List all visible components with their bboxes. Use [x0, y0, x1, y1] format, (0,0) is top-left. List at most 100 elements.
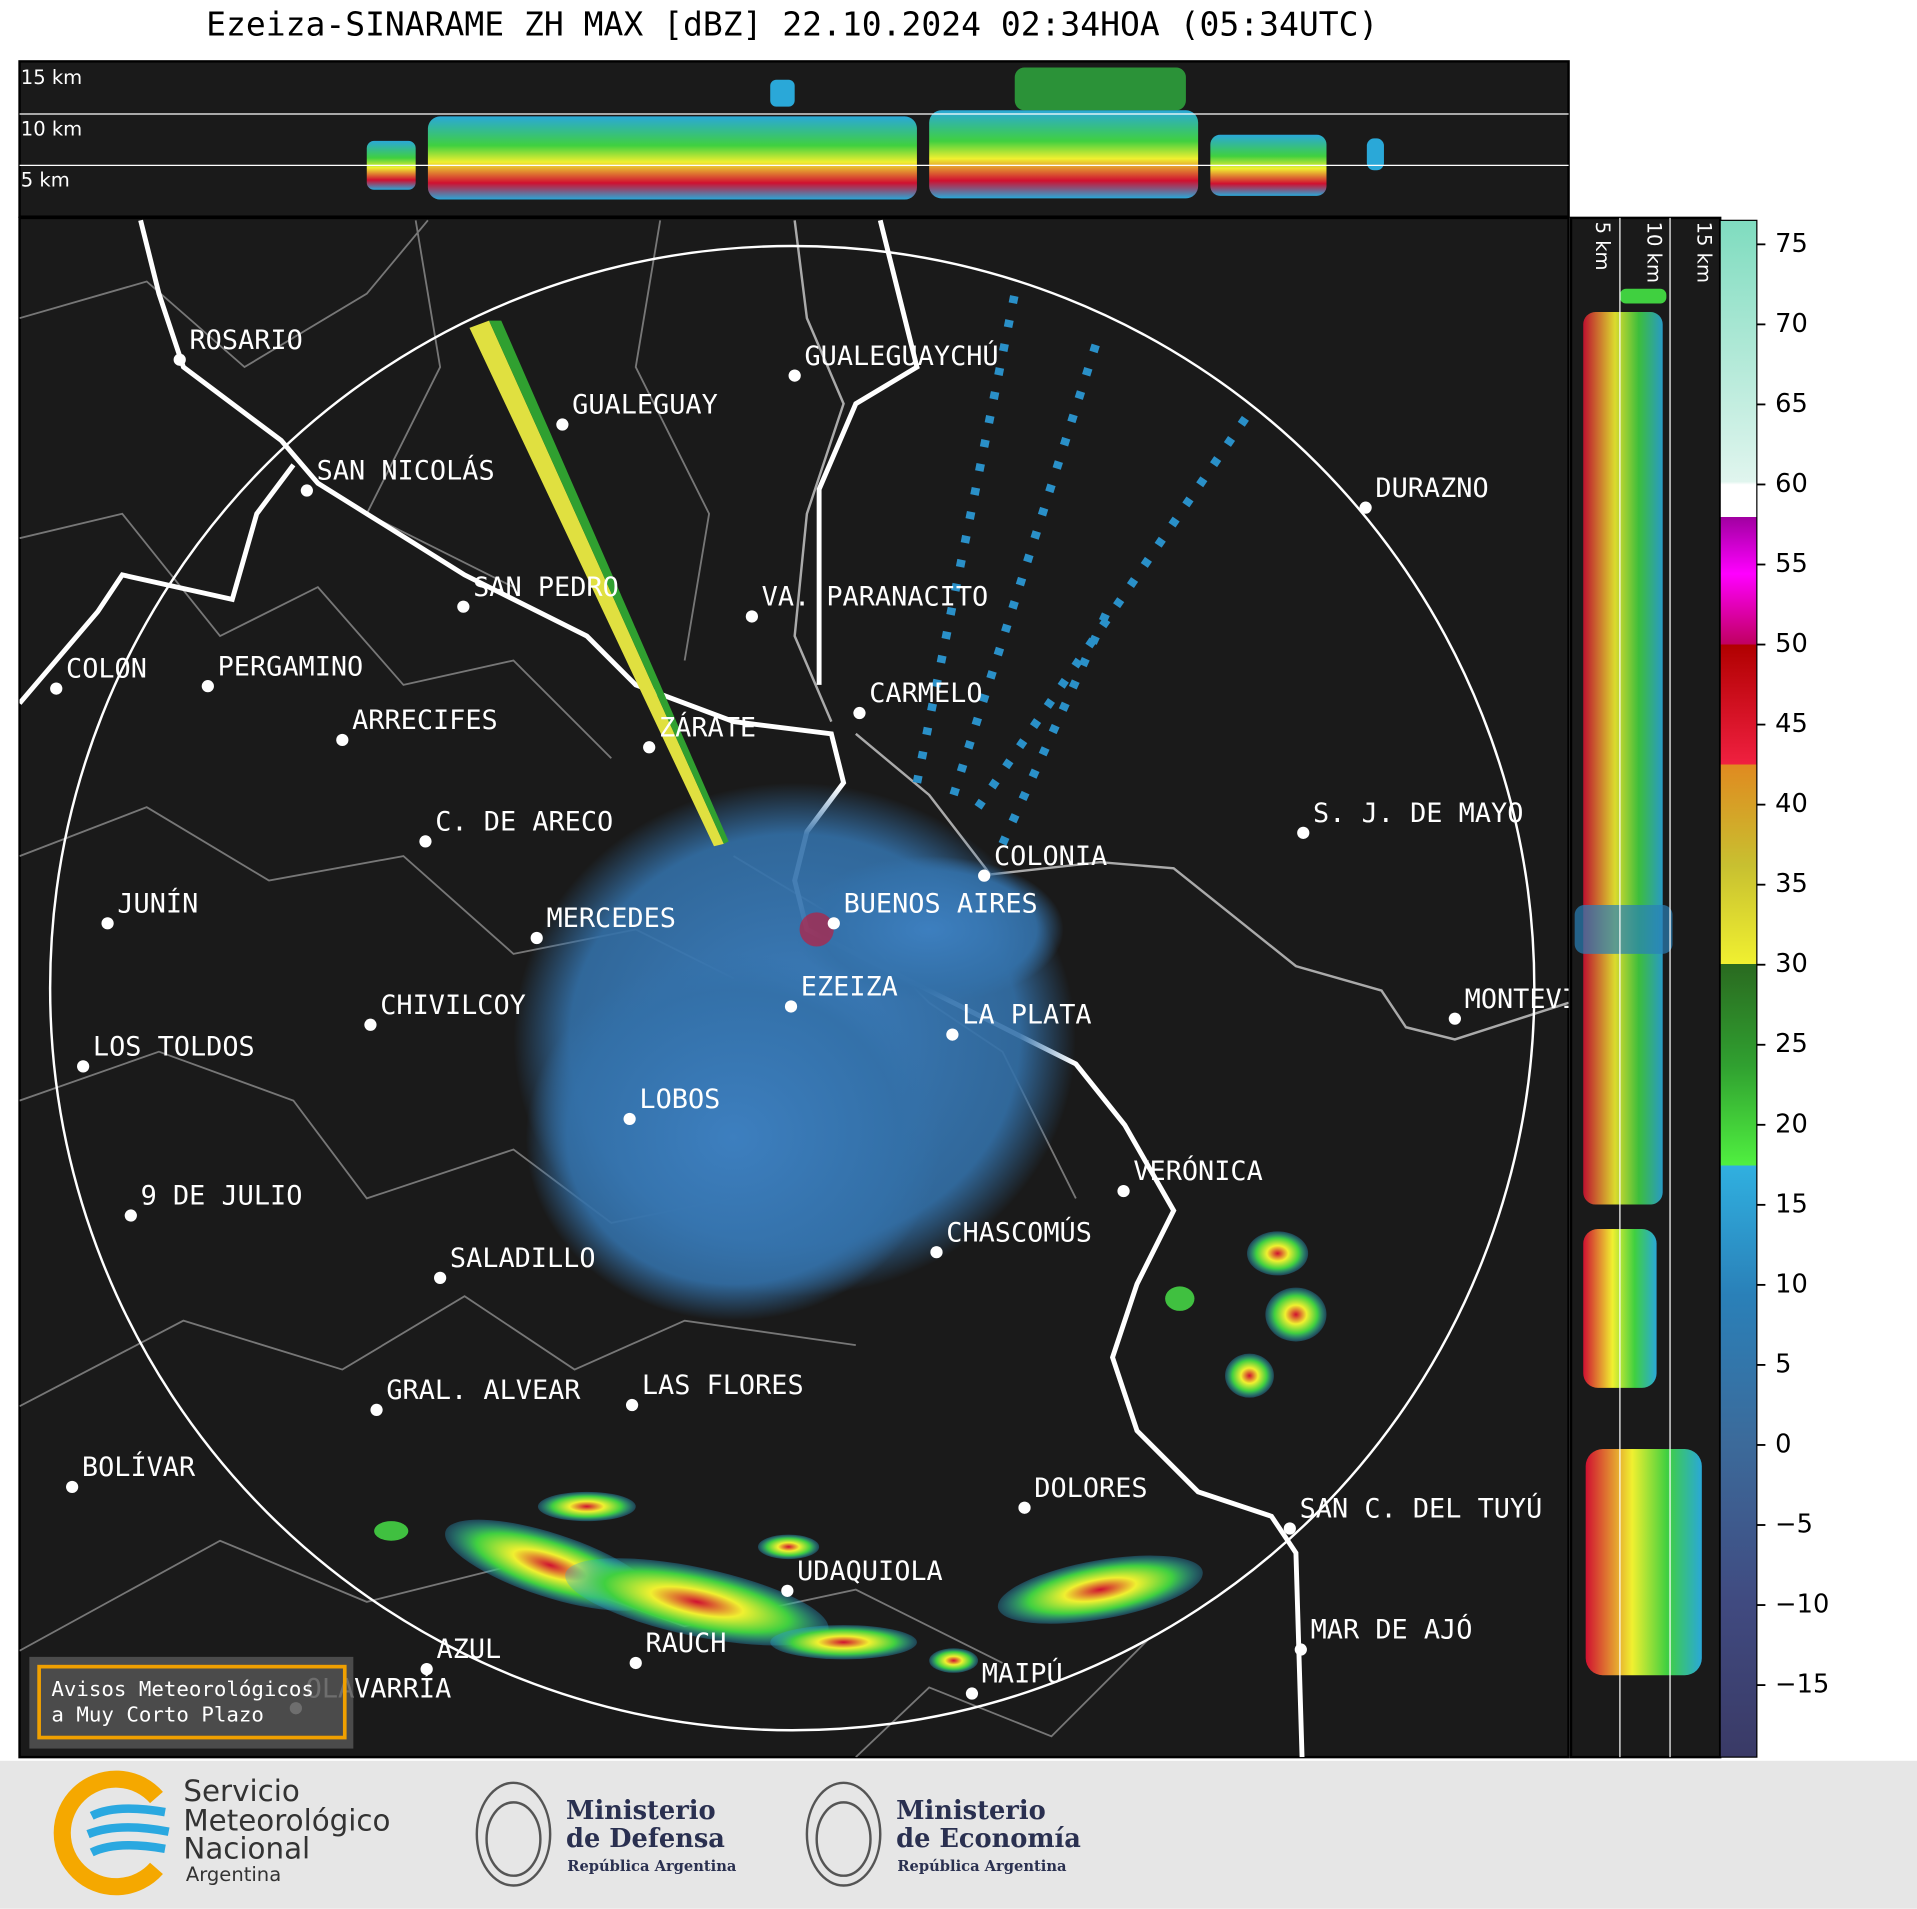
city-label: UDAQUIOLA [797, 1556, 943, 1587]
city-dot [66, 1480, 79, 1494]
logo-text: de Economía [896, 1824, 1081, 1854]
city-dot [965, 1687, 979, 1700]
colorbar-tick-label: 65 [1775, 389, 1808, 419]
map: ROSARIO GUALEGUAY GUALEGUAYCHÚ SAN NICOLÁS D… [19, 219, 1627, 1758]
city-label: JUNÍN [117, 887, 198, 919]
city-label: MERCEDES [546, 903, 675, 934]
city-label: LAS FLORES [642, 1370, 804, 1401]
colorbar-tick-label: −5 [1775, 1510, 1813, 1540]
city-label: BOLÍVAR [82, 1451, 196, 1483]
height-label: 15 km [1693, 222, 1716, 283]
city-dot [530, 931, 543, 945]
colorbar-tick-label: 0 [1775, 1429, 1791, 1459]
city-label: ROSARIO [189, 325, 302, 356]
colorbar-tick-label: 5 [1775, 1349, 1791, 1379]
warning-box-bg [29, 1656, 354, 1749]
city-label: LA PLATA [962, 1000, 1091, 1031]
city-dot [853, 706, 866, 720]
city-dot [946, 1028, 959, 1041]
colorbar-tick-label: 50 [1775, 629, 1808, 659]
city-label: MONTEVIDEO [1465, 984, 1627, 1015]
city-label: COLONIA [994, 841, 1107, 872]
colorbar-tick-label: 40 [1775, 789, 1808, 819]
city-label: VA. PARANACITO [762, 582, 989, 613]
city-dot [1018, 1501, 1031, 1514]
title: Ezeiza-SINARAME ZH MAX [dBZ] 22.10.2024 … [206, 5, 1378, 44]
city-dot [420, 1662, 433, 1676]
city-label: SAN NICOLÁS [317, 455, 495, 487]
city-dot [784, 1000, 798, 1013]
city-label: ZÁRATE [659, 711, 756, 743]
city-dot [101, 917, 114, 930]
city-dot [643, 741, 656, 754]
city-dot [1294, 1643, 1307, 1656]
city-label: RAUCH [646, 1628, 727, 1659]
city-dot [827, 917, 840, 930]
colorbar-tick-label: 70 [1775, 309, 1808, 339]
logo-text: República Argentina [567, 1858, 737, 1875]
warning-box[interactable] [37, 1664, 347, 1740]
city-label: S. J. DE MAYO [1313, 798, 1523, 829]
city-dot [173, 353, 186, 366]
colorbar-tick-label: 25 [1775, 1029, 1808, 1059]
logo-text: Nacional [183, 1832, 310, 1866]
warning-text[interactable]: a Muy Corto Plazo [51, 1703, 264, 1727]
colorbar-tick-label: 55 [1775, 549, 1808, 579]
logo-text: Ministerio [566, 1796, 716, 1826]
height-label: 10 km [21, 117, 82, 140]
colorbar-tick-label: 60 [1775, 469, 1808, 499]
city-dot [745, 610, 758, 623]
city-dot [625, 1398, 639, 1412]
colorbar-tick-label: 45 [1775, 709, 1808, 739]
city-label: SAN PEDRO [473, 572, 619, 603]
city-label: PERGAMINO [218, 651, 364, 682]
city-label: GRAL. ALVEAR [386, 1375, 581, 1406]
city-dot [300, 484, 313, 497]
colorbar-tick-label: −15 [1775, 1670, 1829, 1700]
height-label: 10 km [1642, 222, 1665, 283]
colorbar-tick-label: 35 [1775, 869, 1808, 899]
side-echo [1574, 288, 1702, 1676]
logo-text: Argentina [186, 1863, 281, 1886]
echoes [374, 292, 1327, 1673]
city-label: ARRECIFES [352, 705, 498, 736]
warning-text[interactable]: Avisos Meteorológicos [51, 1677, 314, 1701]
logo-text: República Argentina [897, 1858, 1067, 1875]
city-label: GUALEGUAY [572, 390, 718, 421]
colorbar-tick-label: 20 [1775, 1109, 1808, 1139]
city-dot [419, 835, 432, 848]
height-label: 5 km [21, 169, 70, 192]
colorbar [1719, 219, 1758, 1758]
logo-text: Ministerio [896, 1796, 1046, 1826]
city-dot [370, 1403, 383, 1417]
height-label: 15 km [21, 66, 82, 89]
city-label: BUENOS AIRES [844, 888, 1038, 919]
city-dot [1117, 1184, 1130, 1198]
city-dot [781, 1584, 794, 1597]
city-dot [629, 1656, 642, 1670]
city-label: COLON [66, 654, 147, 685]
logo-text: Meteorológico [183, 1803, 390, 1837]
city-label: GUALEGUAYCHÚ [804, 340, 998, 372]
city-dot [978, 869, 991, 882]
city-dot [336, 733, 349, 747]
city-dot [77, 1060, 90, 1073]
city-label: C. DE ARECO [435, 807, 613, 838]
height-label: 5 km [1591, 222, 1614, 271]
city-label: LOBOS [639, 1084, 720, 1115]
crest [475, 1781, 882, 1887]
city-label: VERÓNICA [1133, 1155, 1262, 1187]
colorbar-tick-label: 75 [1775, 229, 1808, 259]
colorbar-tick-label: 30 [1775, 949, 1808, 979]
city-label: LOS TOLDOS [93, 1032, 255, 1063]
city-label: EZEIZA [801, 972, 898, 1003]
city-label: DOLORES [1034, 1473, 1147, 1504]
city-label: CARMELO [869, 678, 982, 709]
city-label: DURAZNO [1375, 473, 1488, 504]
city-dot [788, 369, 801, 382]
city-label: AZUL [436, 1634, 501, 1665]
city-dot [1297, 826, 1310, 839]
city-label: SALADILLO [450, 1243, 596, 1274]
city-label: MAIPÚ [982, 1658, 1063, 1690]
city-dot [1448, 1012, 1461, 1025]
